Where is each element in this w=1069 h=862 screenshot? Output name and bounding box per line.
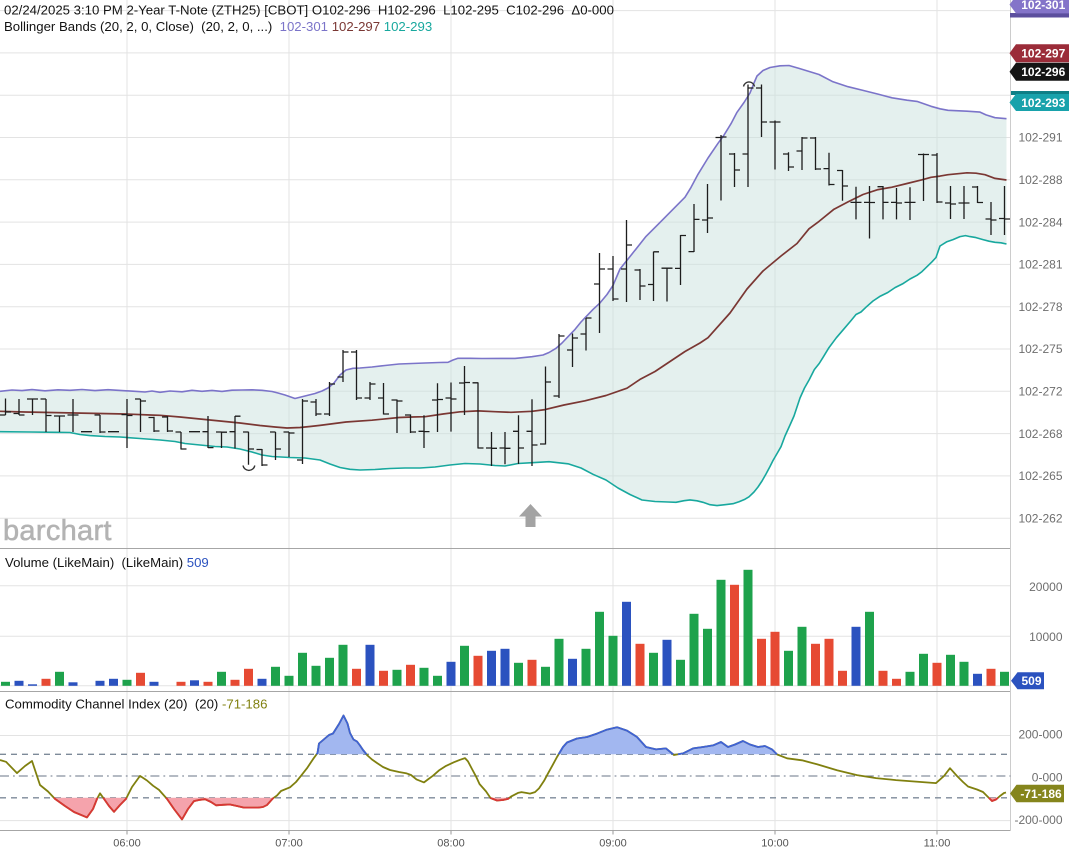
svg-text:102-297: 102-297 xyxy=(1021,47,1065,61)
svg-text:102-262: 102-262 xyxy=(1018,511,1062,525)
svg-text:08:00: 08:00 xyxy=(437,838,465,850)
svg-text:102-301: 102-301 xyxy=(1021,0,1065,12)
svg-text:102-293: 102-293 xyxy=(1021,96,1065,110)
svg-text:509: 509 xyxy=(1021,674,1041,688)
svg-text:Volume (LikeMain) (LikeMain): Volume (LikeMain) (LikeMain) 509 xyxy=(5,555,209,570)
svg-text:barchart: barchart xyxy=(3,515,112,547)
svg-text:102-275: 102-275 xyxy=(1018,342,1062,356)
svg-text:Commodity Channel Index (20): Commodity Channel Index (20) (20) -71-18… xyxy=(5,697,267,712)
svg-text:Bollinger Bands (20, 2, 0, Clo: Bollinger Bands (20, 2, 0, Close) (20, 2… xyxy=(4,19,432,34)
svg-text:20000: 20000 xyxy=(1029,580,1063,594)
svg-text:02/24/2025 3:10 PM 2-Year T-No: 02/24/2025 3:10 PM 2-Year T-Note (ZTH25)… xyxy=(4,3,614,18)
svg-text:0-000: 0-000 xyxy=(1032,770,1063,784)
svg-text:102-288: 102-288 xyxy=(1018,173,1062,187)
svg-text:200-000: 200-000 xyxy=(1018,728,1062,742)
svg-text:-200-000: -200-000 xyxy=(1014,813,1062,827)
svg-text:102-284: 102-284 xyxy=(1018,215,1062,229)
svg-text:06:00: 06:00 xyxy=(113,838,141,850)
svg-text:10000: 10000 xyxy=(1029,630,1063,644)
svg-text:11:00: 11:00 xyxy=(924,838,951,850)
svg-text:07:00: 07:00 xyxy=(275,838,303,850)
svg-text:102-296: 102-296 xyxy=(1021,65,1065,79)
svg-text:102-268: 102-268 xyxy=(1018,427,1062,441)
svg-text:09:00: 09:00 xyxy=(599,838,627,850)
svg-text:102-291: 102-291 xyxy=(1018,131,1062,145)
svg-text:102-265: 102-265 xyxy=(1018,469,1062,483)
svg-text:10:00: 10:00 xyxy=(761,838,789,850)
svg-text:102-278: 102-278 xyxy=(1018,300,1062,314)
svg-text:102-281: 102-281 xyxy=(1018,258,1062,272)
svg-text:-71-186: -71-186 xyxy=(1020,787,1062,801)
svg-text:102-272: 102-272 xyxy=(1018,385,1062,399)
